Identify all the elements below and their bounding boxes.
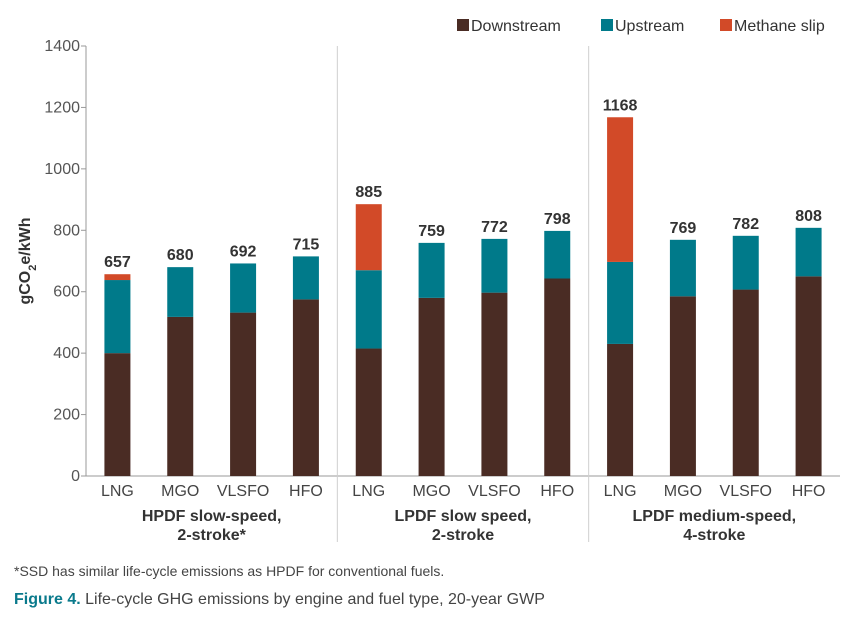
bar-segment-upstream	[544, 230, 571, 279]
bar-segment-downstream	[418, 297, 445, 476]
bar-segment-upstream	[795, 227, 822, 277]
x-category-label: LNG	[101, 483, 134, 500]
bar-segment-upstream	[104, 280, 131, 354]
bar-segment-downstream	[355, 348, 382, 476]
bar-segment-downstream	[669, 296, 696, 476]
bar-segment-upstream	[167, 267, 194, 317]
bar-total-label: 759	[418, 223, 445, 240]
x-category-label: LNG	[604, 483, 637, 500]
y-tick-label: 1200	[44, 99, 80, 116]
bar-segment-downstream	[732, 289, 759, 476]
bar-segment-downstream	[607, 343, 634, 476]
legend-swatch-upstream	[601, 19, 613, 31]
bar-segment-methane-slip	[355, 204, 382, 271]
bar-total-label: 657	[104, 254, 131, 271]
figure-caption-text: Life-cycle GHG emissions by engine and f…	[80, 591, 545, 608]
bar-segment-downstream	[104, 353, 131, 476]
x-category-label: LNG	[352, 483, 385, 500]
y-axis-title: gCO2e/kWh	[17, 217, 39, 304]
group-label-line2: 2-stroke	[432, 527, 494, 544]
footnote: *SSD has similar life-cycle emissions as…	[14, 563, 445, 579]
x-category-label: VLSFO	[468, 483, 520, 500]
group-label-line1: LPDF slow speed,	[395, 508, 532, 525]
legend-label: Downstream	[471, 18, 561, 35]
x-category-label: HFO	[792, 483, 826, 500]
figure-caption-label: Figure 4.	[14, 591, 81, 608]
legend-label: Upstream	[615, 18, 684, 35]
bar-segment-downstream	[481, 292, 508, 476]
group-label-line1: HPDF slow-speed,	[142, 508, 282, 525]
bar-segment-upstream	[418, 242, 445, 298]
group-label-line2: 4-stroke	[683, 527, 745, 544]
legend-swatch-methane-slip	[720, 19, 732, 31]
x-category-label: VLSFO	[217, 483, 269, 500]
y-tick-label: 400	[53, 345, 80, 362]
legend-swatch-downstream	[457, 19, 469, 31]
bar-segment-upstream	[669, 239, 696, 297]
bar-total-label: 769	[670, 220, 697, 237]
bar-total-label: 798	[544, 211, 571, 228]
bar-segment-downstream	[167, 316, 194, 476]
bar-total-label: 680	[167, 247, 194, 264]
x-category-label: MGO	[412, 483, 450, 500]
stacked-bar-chart: 0 200 400 600 800 1000 1200 1400 gCO2e/kWh 657 LNG…	[17, 18, 840, 544]
bar-segment-upstream	[230, 263, 257, 313]
y-tick-label: 800	[53, 222, 80, 239]
y-tick-label: 200	[53, 407, 80, 424]
bar-total-label: 808	[795, 208, 822, 225]
bar-total-label: 772	[481, 219, 508, 236]
bar-segment-methane-slip	[104, 274, 131, 281]
y-tick-label: 0	[71, 468, 80, 485]
bar-total-label: 692	[230, 243, 257, 260]
bar-total-label: 885	[355, 184, 382, 201]
bar-segment-downstream	[795, 276, 822, 476]
y-tick-label: 1400	[44, 38, 80, 55]
x-category-label: MGO	[664, 483, 702, 500]
y-tick-label: 1000	[44, 161, 80, 178]
bar-segment-methane-slip	[607, 117, 634, 262]
bar-segment-upstream	[292, 256, 319, 300]
x-category-label: VLSFO	[720, 483, 772, 500]
x-category-label: HFO	[540, 483, 574, 500]
bar-segment-upstream	[732, 235, 759, 290]
x-category-label: HFO	[289, 483, 323, 500]
legend-label: Methane slip	[734, 18, 825, 35]
bar-segment-upstream	[607, 261, 634, 344]
bar-total-label: 782	[732, 216, 759, 233]
bar-total-label: 1168	[603, 97, 638, 114]
bar-segment-upstream	[355, 270, 382, 349]
bar-segment-downstream	[292, 299, 319, 476]
y-tick-label: 600	[53, 284, 80, 301]
bar-segment-downstream	[544, 278, 571, 476]
group-label-line2: 2-stroke*	[177, 527, 246, 544]
figure-caption: Figure 4. Life-cycle GHG emissions by en…	[14, 591, 545, 609]
x-category-label: MGO	[161, 483, 199, 500]
group-label-line1: LPDF medium-speed,	[633, 508, 797, 525]
bar-total-label: 715	[293, 236, 320, 253]
bar-segment-downstream	[230, 312, 257, 476]
bar-segment-upstream	[481, 238, 508, 293]
